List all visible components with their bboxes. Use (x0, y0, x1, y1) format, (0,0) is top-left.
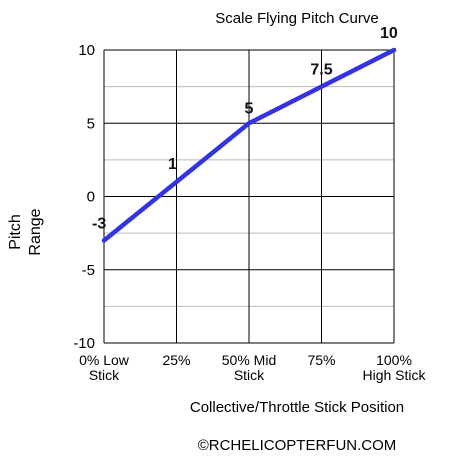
y-tick-label: 5 (87, 115, 95, 132)
x-tick-label: 0% Low (79, 352, 130, 368)
y-tick-label: 0 (87, 189, 95, 206)
point-label: 7.5 (310, 62, 332, 79)
x-tick-label: 25% (162, 352, 190, 368)
copyright-text: ©RCHELICOPTERFUN.COM (198, 437, 397, 454)
x-tick-label: High Stick (362, 367, 426, 383)
series-layer (101, 47, 397, 243)
grid (103, 49, 395, 344)
y-tick-label: 10 (78, 42, 95, 59)
x-tick-label: Stick (234, 367, 265, 383)
x-tick-label: 75% (307, 352, 335, 368)
x-tick-label: 50% Mid (222, 352, 276, 368)
y-tick-label: -10 (73, 335, 95, 352)
point-label: 10 (380, 25, 398, 42)
x-axis-label: Collective/Throttle Stick Position (190, 399, 404, 416)
y-axis-label: Pitch Range (7, 208, 44, 255)
series-line (101, 47, 397, 243)
x-tick-label: 100% (376, 352, 412, 368)
y-axis-label-line: Pitch (7, 214, 24, 250)
y-tick-label: -5 (82, 262, 95, 279)
point-label: 5 (245, 100, 254, 117)
point-label: 1 (168, 156, 177, 173)
point-label: -3 (92, 215, 106, 232)
x-tick-label: Stick (89, 367, 120, 383)
point-labels: -3 1 5 7.5 10 (92, 25, 398, 232)
chart-title: Scale Flying Pitch Curve (215, 10, 378, 27)
y-axis-label-line: Range (27, 208, 44, 255)
